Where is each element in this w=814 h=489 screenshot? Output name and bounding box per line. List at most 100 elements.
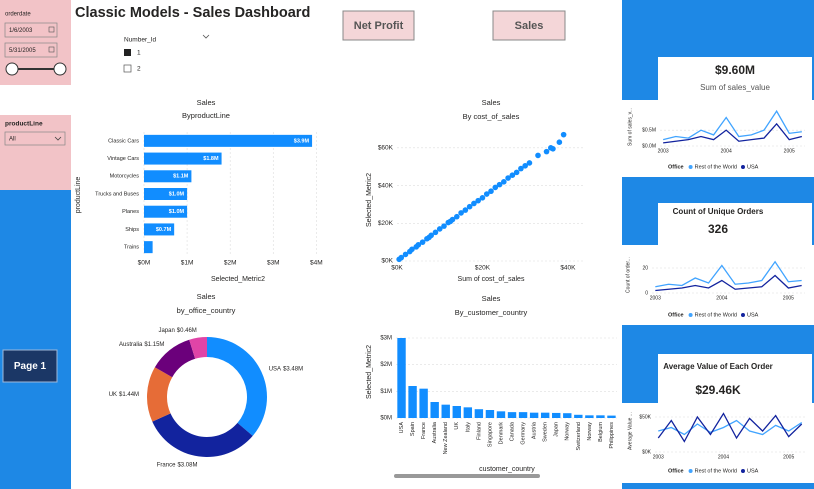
point bbox=[441, 223, 447, 229]
calendar-icon bbox=[48, 46, 55, 53]
page-button[interactable] bbox=[2, 349, 58, 383]
product-slicer-panel bbox=[0, 115, 71, 190]
slice-label: France $3.08M bbox=[157, 462, 198, 468]
x-tick-label: $2M bbox=[224, 260, 237, 267]
bar bbox=[144, 223, 175, 236]
scrollbar[interactable] bbox=[394, 474, 540, 478]
category-label: Ships bbox=[125, 227, 139, 233]
category-label: Sweden bbox=[543, 422, 549, 442]
donut-slice bbox=[207, 337, 268, 436]
chevron bbox=[54, 136, 62, 141]
value-label: $1.0M bbox=[169, 191, 185, 197]
point bbox=[471, 200, 477, 207]
bar bbox=[474, 409, 484, 418]
category-label: Philippines bbox=[609, 422, 615, 449]
x-tick-label: 2005 bbox=[783, 295, 794, 301]
bar bbox=[144, 170, 192, 183]
category-label: Motorcycles bbox=[110, 174, 140, 180]
x-axis-title: Selected_Metric2 bbox=[211, 276, 265, 283]
point bbox=[402, 251, 409, 258]
value-label: $3.9M bbox=[294, 138, 310, 144]
point bbox=[522, 162, 528, 169]
checkbox[interactable] bbox=[123, 64, 132, 73]
point bbox=[436, 226, 443, 232]
chart-subtitle: By_customer_country bbox=[455, 308, 528, 317]
y-tick-label: 20 bbox=[642, 265, 648, 271]
nav-button[interactable] bbox=[492, 10, 566, 41]
slice-label: Japan $0.46M bbox=[158, 327, 196, 333]
nav-button[interactable] bbox=[342, 10, 415, 41]
bar bbox=[144, 134, 313, 147]
x-tick-label: 2005 bbox=[784, 148, 795, 154]
bar bbox=[563, 413, 572, 418]
date-input[interactable] bbox=[4, 22, 58, 38]
bar bbox=[496, 411, 506, 418]
nav-button-label: Sales bbox=[515, 20, 544, 32]
chart-card bbox=[622, 245, 814, 325]
calendar-icon bbox=[48, 26, 55, 33]
x-tick-label: $0M bbox=[138, 260, 151, 267]
bar bbox=[529, 412, 539, 418]
y-tick-label: $2M bbox=[380, 362, 392, 368]
legend-label: USA bbox=[747, 164, 759, 170]
x-tick-label: 2004 bbox=[721, 148, 732, 154]
bar bbox=[408, 386, 417, 418]
y-axis-title: Count of order... bbox=[625, 257, 631, 293]
kpi-card bbox=[658, 203, 812, 245]
bar bbox=[452, 406, 461, 418]
x-tick-label: $20K bbox=[475, 265, 491, 272]
dropdown[interactable] bbox=[4, 131, 66, 146]
slice-value: $0.46M bbox=[177, 327, 197, 333]
category-label: Trucks and Buses bbox=[95, 191, 139, 197]
date-input[interactable] bbox=[4, 42, 58, 58]
y-axis-title: Selected_Metric2 bbox=[366, 173, 373, 227]
bar bbox=[419, 388, 428, 418]
legend-item: 1 bbox=[137, 50, 141, 57]
y-tick-label: $0K bbox=[381, 258, 393, 265]
y-tick-label: $20K bbox=[378, 220, 394, 227]
slicer-label: productLine bbox=[5, 121, 43, 128]
y-tick-label: $0M bbox=[380, 416, 392, 422]
point bbox=[496, 181, 503, 188]
x-axis-title: Sum of cost_of_sales bbox=[458, 276, 525, 283]
kpi-card bbox=[658, 57, 812, 101]
legend-marker bbox=[740, 165, 745, 169]
y-tick-label: $0.5M bbox=[642, 127, 656, 133]
point bbox=[428, 232, 434, 239]
category-label: Germany bbox=[521, 422, 527, 445]
dashboard-title: Classic Models - Sales Dashboard bbox=[75, 5, 310, 21]
kpi-value: $29.46K bbox=[695, 383, 741, 397]
category-label: Trains bbox=[124, 245, 139, 251]
range-handle[interactable] bbox=[53, 62, 67, 76]
point bbox=[479, 195, 486, 201]
range-handle[interactable] bbox=[5, 62, 19, 76]
category-label: Singapore bbox=[487, 422, 493, 447]
kpi-card bbox=[658, 354, 812, 404]
series-line bbox=[657, 412, 803, 443]
bar bbox=[507, 412, 517, 418]
bar bbox=[596, 415, 605, 418]
slice-category: France bbox=[157, 462, 176, 468]
y-tick-label: $50K bbox=[639, 414, 651, 420]
category-label: Italy bbox=[465, 422, 471, 432]
point bbox=[483, 191, 490, 197]
dropdown-value: All bbox=[9, 137, 16, 143]
bar bbox=[144, 241, 153, 254]
y-axis-title: Sum of sales_v... bbox=[627, 108, 633, 146]
x-tick-label: 2005 bbox=[783, 454, 794, 460]
checkbox[interactable] bbox=[124, 49, 131, 56]
bar bbox=[397, 338, 406, 418]
legend-marker bbox=[688, 313, 693, 317]
x-tick-label: 2003 bbox=[653, 454, 664, 460]
legend-marker bbox=[740, 469, 745, 473]
kpi-label: Average Value of Each Order bbox=[663, 362, 773, 371]
point bbox=[398, 254, 405, 261]
legend-marker bbox=[688, 165, 693, 169]
point bbox=[466, 203, 473, 210]
chart-title: Sales bbox=[197, 98, 216, 107]
x-tick-label: $4M bbox=[310, 260, 323, 267]
legend-title: Office bbox=[668, 312, 684, 318]
category-label: Vintage Cars bbox=[107, 156, 139, 162]
legend-label: USA bbox=[747, 468, 759, 474]
y-axis-title: Selected_Metric2 bbox=[366, 345, 373, 399]
